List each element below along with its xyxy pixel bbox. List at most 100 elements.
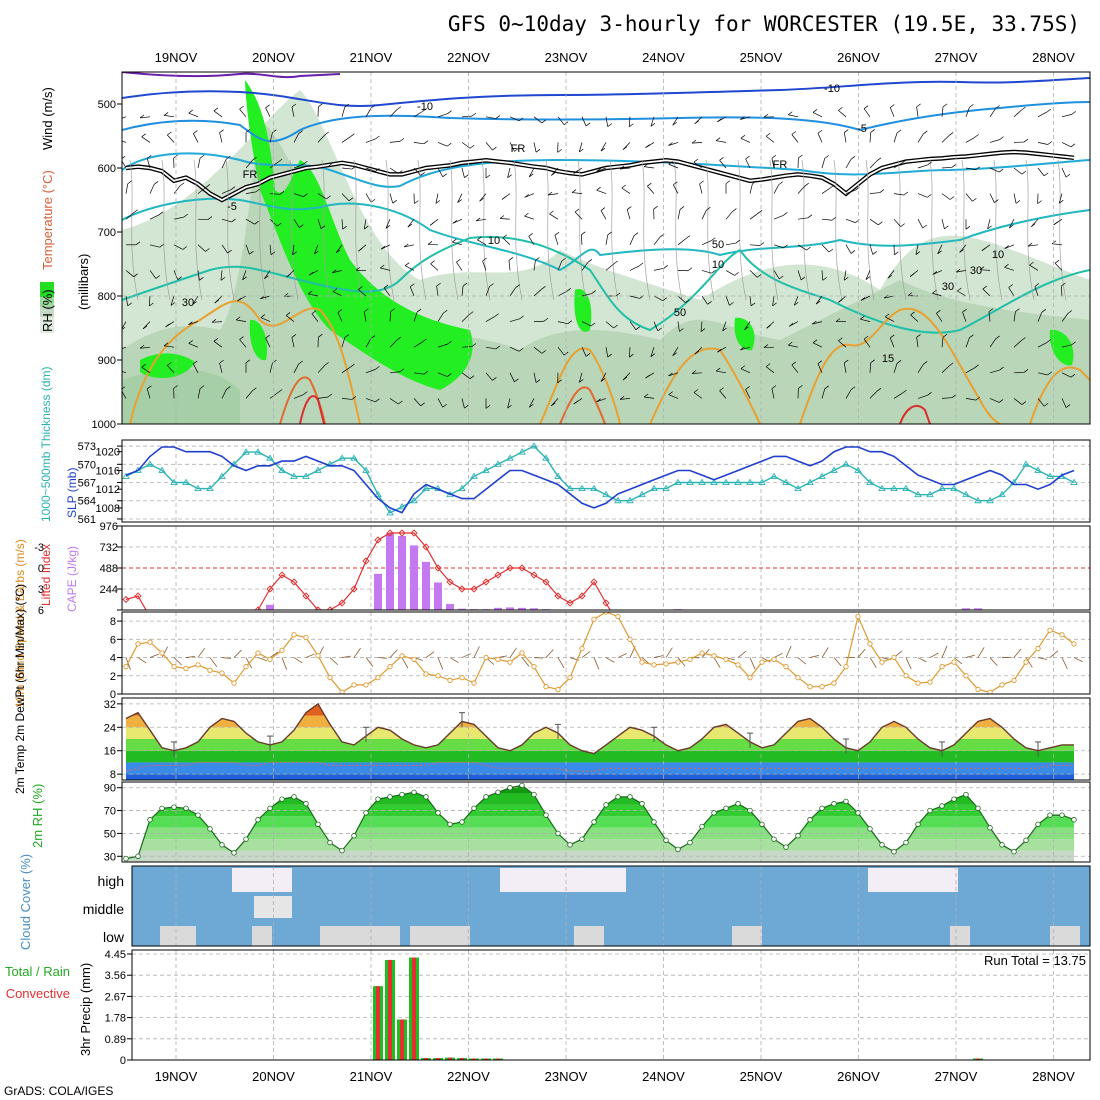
- wind-speed-point: [891, 654, 897, 661]
- rh-point: [747, 807, 753, 814]
- thickness-point: [470, 472, 478, 479]
- thickness-point: [350, 454, 358, 461]
- rh-point: [675, 846, 681, 853]
- thickness-slp-panel: 561 564 567 570 573 1008 1012 1016 1020 1000~500…: [39, 366, 1091, 526]
- wind-speed-point: [687, 656, 693, 663]
- wind-speed-point: [327, 674, 333, 681]
- thickness-point: [242, 448, 250, 455]
- rh-point: [447, 821, 453, 827]
- precip-conv-bar: [400, 1019, 404, 1060]
- rh-point: [1023, 837, 1029, 843]
- thickness-point: [386, 509, 394, 516]
- wind-speed-point: [699, 650, 705, 656]
- slp-line: [125, 446, 1075, 514]
- rh-point: [471, 805, 477, 811]
- thickness-point: [782, 478, 790, 485]
- lifted-index-point: [374, 536, 382, 544]
- wind-speed-point: [351, 682, 357, 688]
- rh-point: [939, 803, 945, 809]
- wind-speed-point: [207, 667, 213, 673]
- date-label-bottom: 24NOV: [642, 1069, 685, 1084]
- wind-speed-point: [483, 654, 489, 661]
- rh-point: [783, 844, 789, 850]
- cloud-level-low: low: [103, 929, 125, 945]
- thickness-point: [362, 466, 370, 473]
- thickness-point: [794, 484, 802, 492]
- cloud-level-middle: middle: [83, 901, 124, 917]
- date-label-bottom: 25NOV: [740, 1069, 783, 1084]
- thickness-point: [614, 496, 622, 504]
- rh-point: [807, 817, 813, 823]
- upper-ylabel-rh: RH (%): [40, 289, 55, 332]
- thickness-point: [530, 442, 538, 449]
- thickness-point: [374, 490, 382, 498]
- cape-bar: [410, 545, 418, 610]
- wind-speed-point: [795, 674, 801, 681]
- rh-point: [459, 819, 465, 825]
- wind-speed-line: [125, 612, 1075, 693]
- lifted-index-point: [386, 529, 394, 537]
- thickness-point: [626, 496, 634, 504]
- contour-label: 15: [882, 353, 894, 365]
- rh-point: [867, 826, 873, 832]
- thickness-point: [482, 466, 490, 473]
- lifted-index-point: [506, 564, 514, 572]
- thickness-point: [170, 478, 178, 485]
- rh-point: [975, 805, 981, 811]
- rh-point: [363, 810, 369, 816]
- thickness-tick: 570: [78, 459, 96, 471]
- cloud-level-high: high: [98, 873, 124, 889]
- precip-conv-bar: [424, 1058, 428, 1060]
- rh-point: [543, 812, 549, 818]
- date-label-bottom: 19NOV: [155, 1069, 198, 1084]
- cape-li-panel: -3 0 3 6 244 488 732 976 Lifted Index CAPE (J/k…: [34, 521, 1091, 617]
- rh-point: [879, 842, 885, 848]
- lifted-index-point: [494, 571, 502, 579]
- date-label-top: 21NOV: [350, 50, 393, 65]
- lifted-index-point: [122, 595, 130, 604]
- li-tick: 3: [38, 584, 44, 596]
- wind-speed-point: [387, 664, 393, 670]
- thickness-point: [518, 448, 526, 455]
- date-label-top: 19NOV: [155, 50, 198, 65]
- thickness-point: [866, 478, 874, 485]
- lifted-index-point: [290, 578, 298, 586]
- cape-bar: [530, 608, 538, 610]
- pressure-tick: 800: [98, 291, 116, 303]
- date-label-bottom: 22NOV: [447, 1069, 490, 1084]
- rh-tick: 30: [104, 851, 116, 863]
- contour-label: 30: [970, 265, 982, 277]
- wind-speed-point: [411, 656, 417, 663]
- pressure-tick: 600: [98, 163, 116, 175]
- thickness-point: [638, 490, 646, 498]
- thickness-point: [254, 448, 262, 455]
- wind-tick: 2: [110, 671, 116, 683]
- pressure-tick: 900: [98, 355, 116, 367]
- wind-speed-point: [1011, 677, 1017, 683]
- wind-speed-point: [603, 612, 609, 615]
- rh-point: [411, 789, 417, 795]
- precip-ylabel-total: Total / Rain: [5, 964, 70, 979]
- rh-point: [951, 796, 957, 802]
- chart-title: GFS 0~10day 3-hourly for WORCESTER (19.5…: [448, 12, 1080, 36]
- lifted-index-point: [254, 606, 262, 610]
- wind-speed-point: [723, 656, 729, 663]
- li-tick: 6: [38, 605, 44, 617]
- wind-speed-point: [1071, 641, 1077, 647]
- wind-speed-point: [771, 656, 777, 663]
- rh-point: [1047, 812, 1053, 818]
- thickness-ylabel: 1000~500mb Thickness (dm): [39, 366, 53, 522]
- date-label-bottom: 26NOV: [837, 1069, 880, 1084]
- date-label-bottom: 21NOV: [350, 1069, 393, 1084]
- rh-point: [639, 801, 645, 807]
- wind-speed-point: [627, 636, 633, 642]
- cape-tick: 732: [100, 542, 118, 554]
- lifted-index-point: [410, 529, 418, 537]
- cape-tick: 244: [100, 584, 118, 596]
- rh-point: [663, 837, 669, 843]
- lifted-index-point: [266, 585, 274, 593]
- precip-conv-bar: [472, 1058, 476, 1060]
- precip-ylabel: 3hr Precip (mm): [78, 963, 93, 1056]
- wind-speed-point: [975, 686, 981, 693]
